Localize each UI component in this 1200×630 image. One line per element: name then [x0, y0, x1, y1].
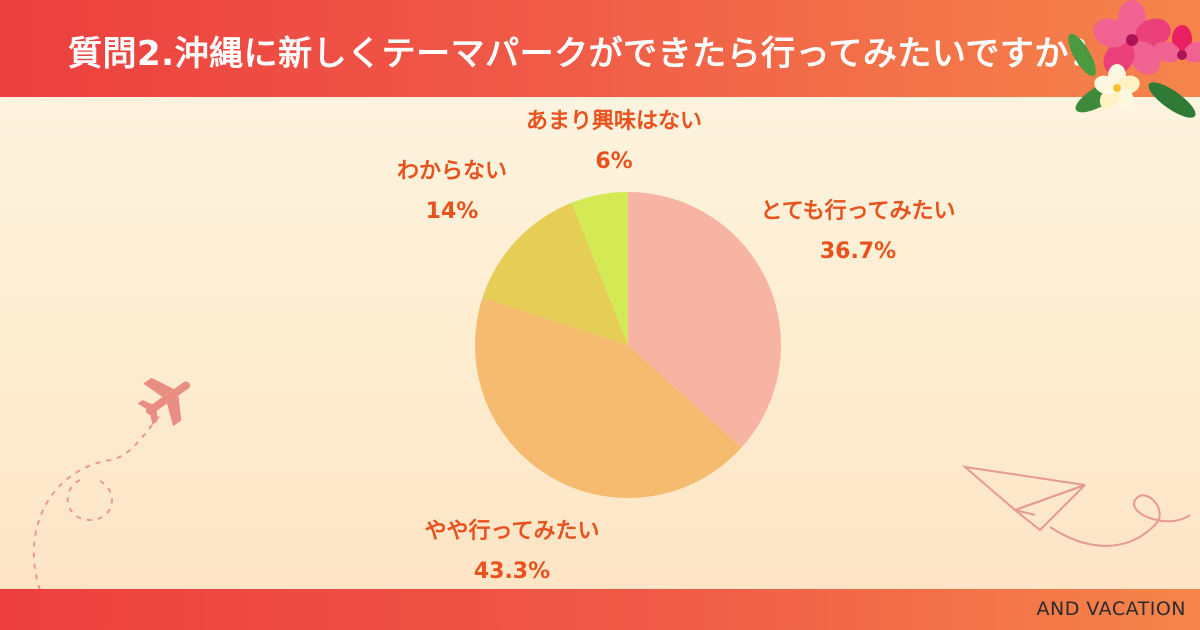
pie-slices — [474, 191, 782, 499]
hibiscus-flower-icon — [1068, 0, 1200, 118]
header-band — [0, 0, 1200, 97]
slice-label: やや行ってみたい — [425, 518, 600, 544]
slice-value-label: 6% — [595, 149, 632, 174]
slice-value-label: 36.7% — [820, 239, 896, 264]
footer-band — [0, 589, 1200, 630]
slice-label: わからない — [397, 159, 507, 184]
slice-value-label: 14% — [426, 199, 479, 224]
brand-logo-text: AND VACATION — [1036, 598, 1186, 620]
slice-label: とても行ってみたい — [760, 198, 955, 224]
page-title: 質問2.沖縄に新しくテーマパークができたら行ってみたいですか？ — [68, 34, 1104, 74]
paper-plane-icon — [961, 465, 1191, 547]
pie-labels: とても行ってみたい 36.7% やや行ってみたい 43.3% わからない 14% あまり興味… — [397, 109, 956, 584]
airplane-icon — [32, 377, 191, 591]
pie-slice — [482, 202, 628, 345]
slice-label: あまり興味はない — [526, 109, 702, 134]
pie-slice — [571, 192, 628, 345]
slice-value-label: 43.3% — [474, 559, 550, 584]
pie-slice — [474, 297, 742, 499]
pie-slice — [628, 191, 782, 448]
